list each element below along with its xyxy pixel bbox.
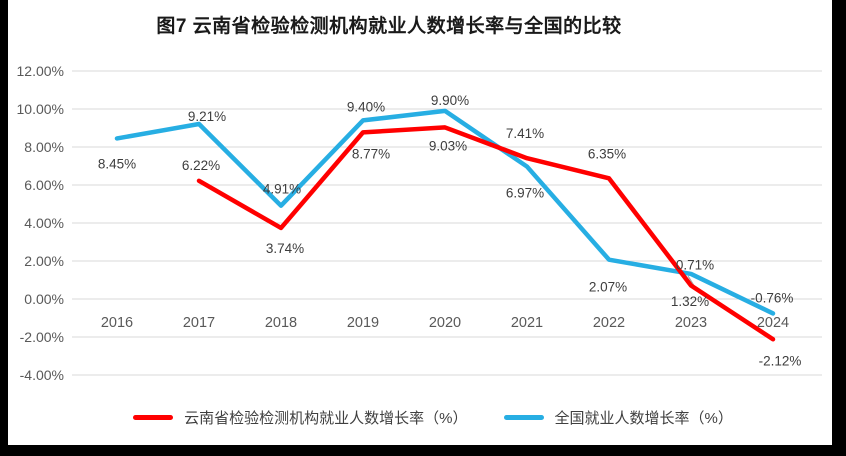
data-label: 7.41% [506, 126, 544, 141]
data-label: 1.32% [671, 294, 709, 309]
y-axis-tick-label: 0.00% [24, 291, 64, 307]
series-line-yunnan [196, 125, 776, 342]
x-axis-tick-label: 2017 [183, 315, 215, 331]
legend-item-national: 全国就业人数增长率（%） [503, 407, 733, 428]
data-label: 9.90% [431, 93, 469, 108]
legend-label: 云南省检验检测机构就业人数增长率（%） [184, 410, 468, 427]
y-axis-tick-label: 6.00% [24, 177, 64, 193]
y-axis-tick-label: 10.00% [17, 101, 64, 117]
y-axis-tick-label: 8.00% [24, 139, 64, 155]
chart-title: 图7 云南省检验检测机构就业人数增长率与全国的比较 [156, 16, 622, 37]
data-label: 8.45% [98, 156, 136, 171]
y-axis-tick-label: 12.00% [17, 63, 64, 79]
legend-label: 全国就业人数增长率（%） [554, 410, 733, 427]
series-line-national [114, 108, 776, 316]
x-axis-tick-label: 2022 [593, 315, 625, 331]
data-label: 6.97% [506, 186, 544, 201]
data-label: 2.07% [589, 280, 627, 295]
legend-line-swatch [503, 415, 544, 420]
data-label: 6.35% [588, 146, 626, 161]
x-axis-tick-label: 2023 [675, 315, 707, 331]
data-label: 9.40% [347, 99, 385, 114]
data-label: 4.91% [263, 182, 301, 197]
data-label: 9.03% [429, 138, 467, 153]
y-axis-tick-label: 2.00% [24, 253, 64, 269]
data-label: 8.77% [352, 146, 390, 161]
x-axis-tick-label: 2019 [347, 315, 379, 331]
x-axis-tick-label: 2018 [265, 315, 297, 331]
data-label: 0.71% [676, 258, 714, 273]
chart-legend: 云南省检验检测机构就业人数增长率（%） 全国就业人数增长率（%） [8, 407, 832, 428]
x-axis-tick-label: 2016 [101, 315, 133, 331]
data-label: 9.21% [188, 109, 226, 124]
y-axis-tick-label: -4.00% [20, 367, 64, 383]
data-label: 6.22% [182, 158, 220, 173]
y-axis-tick-label: 4.00% [24, 215, 64, 231]
legend-item-yunnan: 云南省检验检测机构就业人数增长率（%） [133, 407, 468, 428]
x-axis-tick-label: 2021 [511, 315, 543, 331]
data-label: 3.74% [266, 241, 304, 256]
legend-line-swatch [133, 415, 174, 420]
x-axis-tick-label: 2020 [429, 315, 461, 331]
data-label: -0.76% [751, 290, 794, 305]
x-axis-tick-label: 2024 [757, 315, 789, 331]
data-label: -2.12% [759, 353, 802, 368]
y-axis-tick-label: -2.00% [20, 329, 64, 345]
